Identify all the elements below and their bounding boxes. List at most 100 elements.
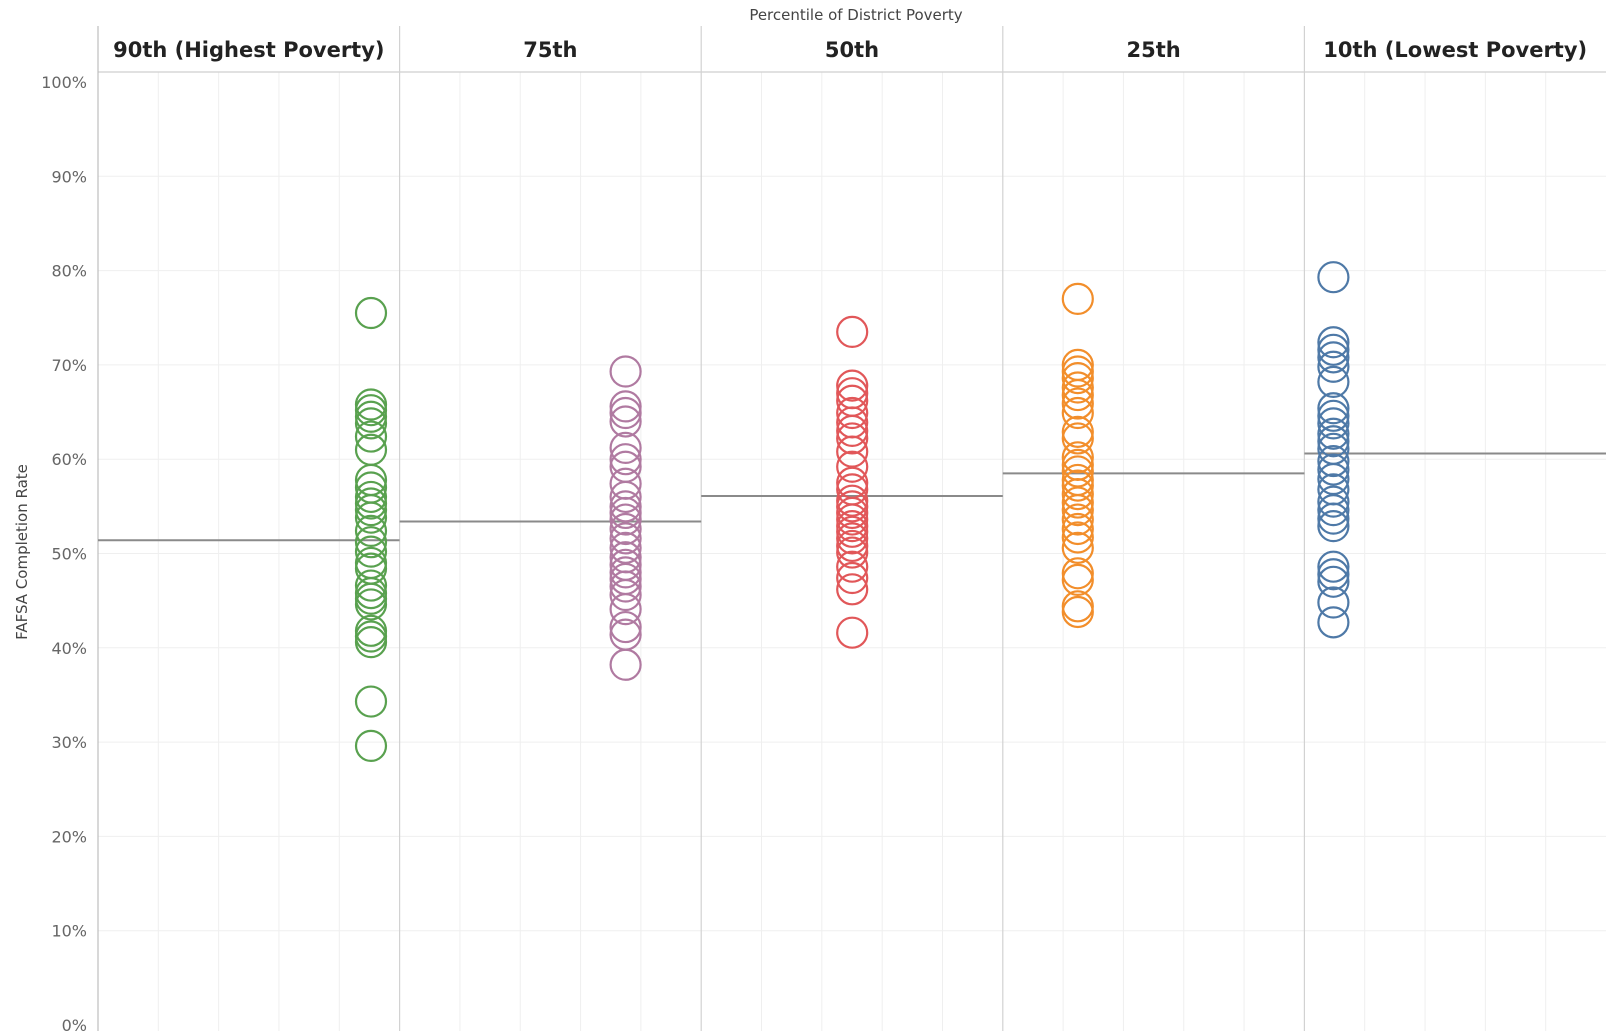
data-point [1317, 510, 1350, 543]
data-point [1061, 531, 1094, 564]
data-point [1317, 365, 1350, 398]
data-point [354, 400, 388, 433]
data-point [1317, 586, 1350, 619]
data-point [609, 480, 642, 514]
data-point [1061, 503, 1094, 536]
data-point [1061, 595, 1094, 629]
data-point [609, 390, 642, 423]
y-axis-ticks: 0% 10% 20% 30% 40% 50% 60% 70% 80% 90% 100% [41, 73, 87, 1031]
data-point [836, 515, 869, 548]
data-point [1061, 396, 1094, 430]
data-point [1061, 441, 1094, 474]
data-point [1317, 494, 1350, 527]
data-point [609, 443, 642, 476]
data-point [1317, 392, 1350, 425]
data-point [836, 550, 869, 583]
data-point [354, 463, 388, 497]
column-header: 90th (Highest Poverty) [113, 38, 384, 62]
data-point [609, 556, 642, 589]
average-lines [98, 452, 1606, 542]
data-point [1317, 407, 1350, 440]
data-point [1317, 350, 1350, 383]
data-point [354, 501, 388, 534]
data-point [836, 369, 869, 402]
data-point [836, 503, 869, 536]
data-point [609, 431, 642, 464]
data-point [1061, 362, 1094, 395]
data-point [836, 496, 869, 530]
data-point [354, 420, 388, 453]
data-point [836, 422, 869, 455]
data-point [836, 536, 869, 569]
data-point [1061, 521, 1094, 554]
data-point [836, 573, 869, 606]
gridlines [97, 26, 1606, 1031]
data-point [1061, 477, 1094, 511]
data-point [1061, 486, 1094, 519]
data-point [354, 569, 388, 602]
data-point [1317, 558, 1350, 591]
y-tick-label: 70% [51, 356, 87, 375]
data-point [1061, 422, 1094, 455]
column-header: 50th [825, 38, 879, 62]
data-point [354, 480, 388, 514]
data-point [1061, 415, 1094, 448]
data-point [1061, 371, 1094, 404]
data-point [836, 450, 869, 483]
data-point [1317, 261, 1350, 294]
data-point [609, 503, 642, 536]
y-tick-label: 20% [51, 827, 87, 846]
data-point [1317, 565, 1350, 598]
data-point [1061, 378, 1094, 412]
data-point [354, 535, 388, 568]
column-header: 25th [1126, 38, 1180, 62]
data-point [609, 512, 642, 546]
y-tick-label: 60% [51, 450, 87, 469]
data-point [1061, 455, 1094, 488]
y-tick-label: 0% [62, 1016, 87, 1031]
data-point [1317, 417, 1350, 450]
data-point [1317, 333, 1350, 366]
data-point [354, 514, 388, 547]
data-point [609, 496, 642, 530]
data-point [354, 494, 388, 527]
data-point [609, 648, 642, 681]
data-point [609, 405, 642, 438]
data-point [1061, 563, 1094, 597]
y-tick-label: 40% [51, 639, 87, 658]
data-point [836, 435, 869, 468]
y-tick-label: 10% [51, 922, 87, 941]
y-tick-label: 30% [51, 733, 87, 752]
y-tick-label: 90% [51, 167, 87, 186]
data-point [1061, 387, 1094, 420]
data-point [609, 490, 642, 523]
data-point [1317, 444, 1350, 478]
data-point [354, 729, 388, 762]
data-point [1317, 453, 1350, 486]
data-point [1061, 512, 1094, 546]
data-point [354, 620, 388, 653]
data-point [609, 522, 642, 555]
data-point [354, 685, 388, 718]
data-point [354, 388, 388, 421]
y-axis-title: FAFSA Completion Rate [13, 464, 31, 640]
y-tick-label: 80% [51, 262, 87, 281]
data-point [836, 522, 869, 555]
data-point [609, 450, 642, 483]
data-point [609, 570, 642, 603]
data-point [609, 396, 642, 430]
data-point [354, 626, 388, 659]
data-point [1317, 341, 1350, 374]
data-point [1317, 326, 1350, 359]
data-point [354, 407, 388, 440]
data-point [1317, 502, 1350, 535]
data-point [354, 487, 388, 520]
data-point [1061, 557, 1094, 590]
data-point [1061, 494, 1094, 527]
data-point [1317, 462, 1350, 496]
data-point [1317, 425, 1350, 458]
data-point [836, 414, 869, 448]
data-point [1317, 550, 1350, 583]
data-point [609, 610, 642, 644]
